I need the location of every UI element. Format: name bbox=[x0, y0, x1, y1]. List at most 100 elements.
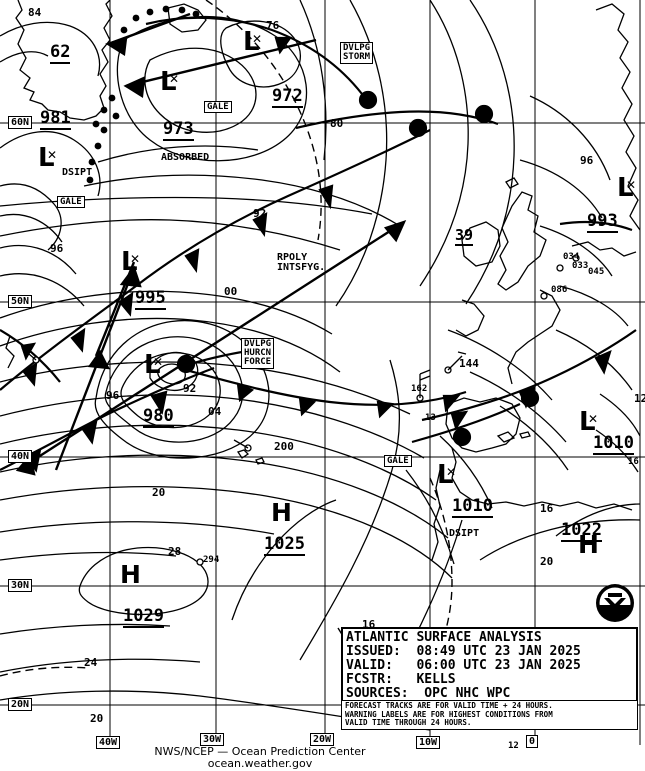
lat-label-40n: 40N bbox=[8, 450, 33, 463]
noaa-seal-icon bbox=[596, 584, 634, 622]
isobar-label-12b: 12 bbox=[508, 741, 519, 751]
lat-label-20n: 20N bbox=[8, 698, 33, 711]
disclaimer-line-2: WARNING LABELS ARE FOR HIGHEST CONDITION… bbox=[345, 709, 553, 719]
disclaimer-box: FORECAST TRACKS ARE FOR VALID TIME + 24 … bbox=[341, 700, 638, 730]
isobars bbox=[0, 0, 641, 731]
low-symbol-1010-right: L ✕ bbox=[579, 407, 601, 437]
credit-agency: NWS/NCEP — Ocean Prediction Center bbox=[154, 745, 366, 758]
legend-issued-line: ISSUED: 08:49 UTC 23 JAN 2025 bbox=[346, 644, 581, 659]
credit-block: NWS/NCEP — Ocean Prediction Center ocean… bbox=[0, 746, 520, 770]
station-value-144: 144 bbox=[459, 357, 479, 370]
isobar-label-80: 80 bbox=[330, 117, 344, 130]
low-symbol-993: L ✕ bbox=[617, 173, 639, 203]
lat-label-60n: 60N bbox=[8, 116, 33, 129]
warning-label-gale-top: GALE bbox=[204, 101, 232, 113]
low-x-glyph: ✕ bbox=[169, 72, 180, 86]
low-symbol-1010-iberia: L ✕ bbox=[437, 460, 459, 490]
high-symbol-1029: H bbox=[120, 560, 141, 589]
isobar-label-200: 200 bbox=[274, 440, 294, 453]
station-value-13: 13 bbox=[425, 413, 436, 423]
annotation-dsipt-iberia: DSIPT bbox=[449, 528, 480, 539]
isobar-label-96b: 96 bbox=[580, 154, 594, 167]
isobar-label-12: 12 bbox=[634, 392, 645, 405]
credit-website: ocean.weather.gov bbox=[207, 757, 313, 770]
low-symbol-61n: L ✕ bbox=[160, 67, 182, 97]
station-value-034: 034 bbox=[563, 252, 580, 262]
warning-label-gale-nw: GALE bbox=[57, 196, 85, 208]
low-symbol-995: L ✕ bbox=[121, 247, 143, 277]
isobar-label-92b: 92 bbox=[183, 382, 197, 395]
disclaimer-line-3: VALID TIME THROUGH 24 HOURS. bbox=[345, 718, 472, 727]
isobar-label-76: 76 bbox=[266, 19, 280, 32]
pressure-value-1010-iberia: 1010 bbox=[452, 496, 493, 518]
annotation-dsipt-nw: DSIPT bbox=[62, 167, 93, 178]
lon-label-10w: 10W bbox=[416, 736, 441, 749]
isobar-label-96a: 96 bbox=[50, 242, 64, 255]
high-symbol-1022: H bbox=[578, 530, 599, 559]
lon-label-30w: 30W bbox=[200, 733, 225, 746]
isobar-label-84: 84 bbox=[28, 6, 42, 19]
annotation-rpoly-intsfyg: RPOLY INTSFYG. bbox=[277, 252, 326, 273]
station-value-16: 16 bbox=[628, 457, 639, 467]
lat-label-30n: 30N bbox=[8, 579, 33, 592]
station-value-033: 033 bbox=[572, 261, 589, 271]
low-x-glyph: ✕ bbox=[626, 178, 637, 192]
low-L-glyph: L bbox=[121, 247, 138, 277]
pressure-value-995: 995 bbox=[135, 288, 166, 310]
analysis-legend-box: ATLANTIC SURFACE ANALYSIS ISSUED: 08:49 … bbox=[341, 627, 638, 705]
warning-label-dvlpg-storm: DVLPG STORM bbox=[340, 42, 374, 64]
disclaimer-line-1: FORECAST TRACKS ARE FOR VALID TIME + 24 … bbox=[345, 701, 553, 710]
pressure-value-972: 972 bbox=[272, 86, 303, 108]
low-x-glyph: ✕ bbox=[47, 148, 58, 162]
station-value-086: 086 bbox=[551, 285, 568, 295]
low-L-glyph: L bbox=[617, 173, 634, 203]
low-L-glyph: L bbox=[243, 27, 260, 57]
low-x-glyph: ✕ bbox=[153, 355, 164, 369]
low-L-glyph: L bbox=[38, 143, 55, 173]
lat-label-50n: 50N bbox=[8, 295, 33, 308]
isobar-label-20b: 20 bbox=[90, 712, 104, 725]
pressure-value-981: 981 bbox=[40, 108, 71, 130]
low-x-glyph: ✕ bbox=[252, 32, 263, 46]
isobar-label-96c: 96 bbox=[106, 389, 120, 402]
pressure-value-1022: 1022 bbox=[561, 520, 602, 542]
isobar-label-28: 28 bbox=[168, 545, 182, 558]
isobar-label-16b: 16 bbox=[362, 618, 376, 631]
low-L-glyph: L bbox=[160, 67, 177, 97]
isobar-label-04: 04 bbox=[208, 405, 222, 418]
station-value-294: 294 bbox=[203, 555, 220, 565]
isobar-label-24: 24 bbox=[84, 656, 98, 669]
warm-fronts bbox=[176, 90, 633, 447]
station-plots bbox=[21, 254, 580, 566]
legend-fcstr-line: FCSTR: KELLS bbox=[346, 672, 456, 687]
warning-label-gale-mid: GALE bbox=[384, 455, 412, 467]
pressure-value-1025: 1025 bbox=[264, 534, 305, 556]
lon-label-40w: 40W bbox=[96, 736, 121, 749]
station-value-045: 045 bbox=[588, 267, 605, 277]
warning-label-dvlpg-hurcn-force: DVLPG HURCN FORCE bbox=[241, 338, 275, 369]
isobar-label-62: 62 bbox=[50, 42, 71, 64]
lon-label-20w: 20W bbox=[310, 733, 335, 746]
isobar-label-92a: 92 bbox=[253, 207, 267, 220]
station-value-162: 162 bbox=[411, 384, 428, 394]
high-symbol-1025: H bbox=[271, 498, 292, 527]
low-L-glyph: L bbox=[437, 460, 454, 490]
low-symbol-dsipt-nw: L ✕ bbox=[38, 143, 60, 173]
legend-title: ATLANTIC SURFACE ANALYSIS bbox=[346, 630, 542, 645]
dotted-track-lower bbox=[92, 94, 116, 128]
low-L-glyph: L bbox=[579, 407, 596, 437]
lon-label-0: 0 bbox=[526, 735, 539, 748]
low-x-glyph: ✕ bbox=[446, 465, 457, 479]
pressure-value-993: 993 bbox=[587, 211, 618, 233]
annotation-absorbed: ABSORBED bbox=[161, 152, 210, 163]
pressure-value-973: 973 bbox=[163, 119, 194, 141]
low-L-glyph: L bbox=[144, 350, 161, 380]
isobar-label-20a: 20 bbox=[152, 486, 166, 499]
forecast-track-arrows bbox=[15, 12, 407, 476]
pressure-value-1010-right: 1010 bbox=[593, 433, 634, 455]
pressure-value-1029: 1029 bbox=[123, 606, 164, 628]
low-symbol-76: L ✕ bbox=[243, 27, 265, 57]
dotted-track bbox=[86, 5, 200, 184]
